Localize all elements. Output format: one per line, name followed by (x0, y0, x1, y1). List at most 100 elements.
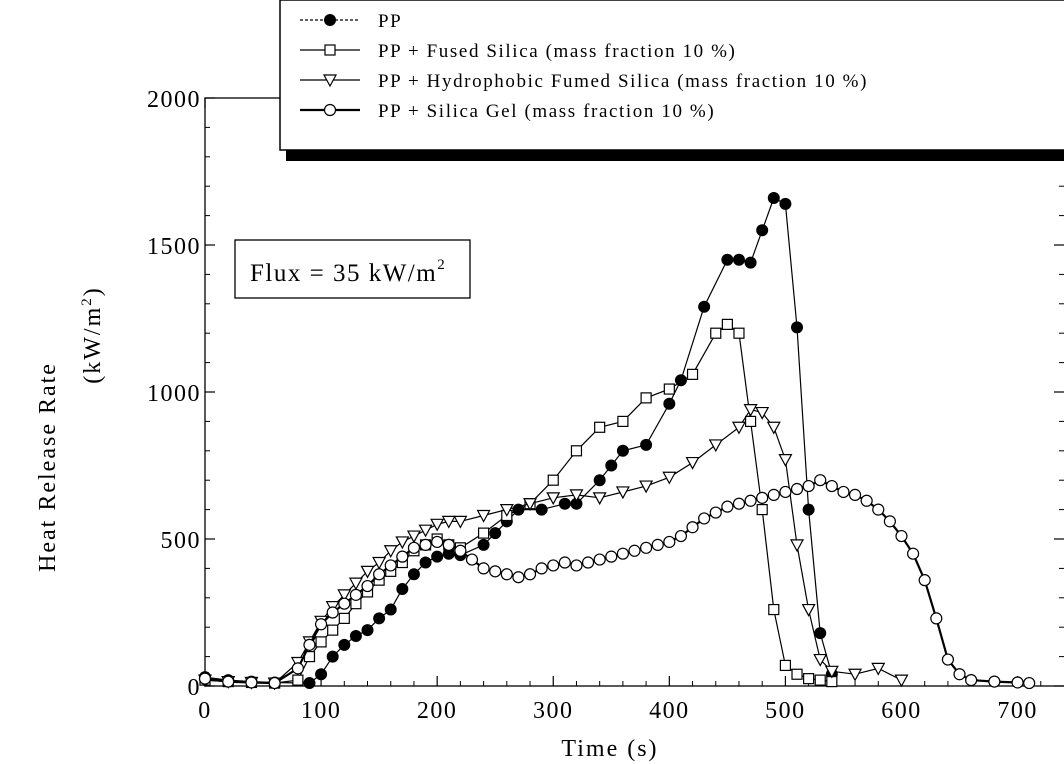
data-point (477, 527, 490, 539)
data-point (617, 415, 629, 427)
data-point (453, 515, 468, 529)
data-point (373, 612, 386, 625)
series-line (204, 323, 832, 684)
data-point (383, 545, 398, 559)
svg-text:Flux = 35 kW/m2: Flux = 35 kW/m2 (250, 257, 446, 287)
data-point (744, 256, 757, 269)
data-point (710, 327, 722, 339)
data-point (372, 556, 387, 570)
data-point (406, 530, 421, 544)
data-point (768, 603, 780, 616)
data-point (848, 488, 862, 501)
data-point (743, 404, 758, 417)
data-point (442, 547, 455, 560)
data-point (616, 547, 629, 560)
series-layer (197, 191, 1036, 691)
data-point (1011, 676, 1024, 689)
legend-label: PP + Hydrophobic Fumed Silica (mass frac… (378, 71, 868, 92)
data-point (605, 459, 618, 472)
y-tick-label: 1500 (147, 234, 201, 260)
data-point (918, 574, 931, 587)
x-tick-label: 300 (533, 698, 574, 724)
data-point (489, 527, 502, 540)
series-4 (198, 474, 1036, 690)
data-point (581, 556, 595, 569)
data-point (640, 392, 652, 404)
data-point (327, 624, 339, 636)
data-point (500, 568, 513, 581)
data-point (744, 415, 757, 427)
data-point (663, 383, 675, 395)
data-point (663, 397, 676, 410)
data-point (324, 44, 336, 56)
data-point (315, 636, 327, 648)
data-point (698, 300, 711, 313)
data-point (292, 674, 304, 686)
data-point (476, 509, 491, 523)
data-point (558, 556, 571, 569)
data-point (324, 14, 336, 26)
x-tick-label: 200 (417, 698, 458, 724)
y-axis-label-line1: Heat Release Rate (35, 362, 61, 572)
data-point (686, 521, 699, 534)
data-point (315, 668, 328, 681)
data-point (953, 668, 966, 681)
legend-label: PP + Fused Silica (mass fraction 10 %) (378, 41, 736, 62)
data-point (965, 674, 978, 687)
data-point (930, 612, 943, 625)
data-point (407, 568, 420, 581)
data-point (569, 489, 584, 503)
data-point (803, 673, 815, 685)
data-point (477, 538, 490, 551)
y-tick-label: 1000 (147, 381, 201, 407)
data-point (454, 544, 467, 557)
data-point (477, 562, 490, 575)
legend-item: PP + Silica Gel (mass fraction 10 %) (300, 101, 714, 122)
data-point (268, 676, 281, 690)
data-point (860, 494, 873, 507)
data-point (988, 675, 1001, 688)
data-point (766, 421, 781, 435)
data-point (640, 438, 653, 451)
data-point (895, 529, 908, 543)
x-tick-label: 0 (198, 698, 212, 724)
data-point (825, 479, 838, 493)
data-point (651, 538, 664, 551)
data-point (628, 544, 641, 557)
data-point (941, 653, 955, 666)
data-point (361, 579, 374, 593)
y-tick-label: 0 (188, 675, 202, 701)
data-point (721, 500, 734, 513)
data-point (338, 612, 350, 624)
data-point (872, 503, 885, 516)
data-point (245, 676, 258, 689)
data-point (512, 571, 525, 584)
data-point (639, 480, 654, 494)
data-point (442, 538, 455, 551)
data-point (616, 444, 629, 457)
data-point (431, 535, 444, 549)
data-point (756, 491, 769, 504)
data-point (407, 541, 421, 554)
plot-frame (204, 97, 1064, 687)
data-point (338, 597, 351, 610)
data-point (662, 471, 677, 485)
data-point (674, 529, 688, 543)
data-point (441, 515, 456, 529)
data-point (802, 479, 815, 493)
data-point (640, 541, 653, 554)
data-point (814, 627, 827, 640)
data-point (418, 524, 433, 538)
data-point (489, 565, 502, 578)
data-point (871, 662, 886, 676)
data-point (523, 498, 538, 511)
data-point (698, 512, 711, 525)
data-point (535, 562, 548, 575)
data-point (348, 577, 363, 591)
data-point (222, 675, 235, 688)
plot-axes: 0 100 200 300 400 500 600 700 0 500 1000 1500 2000 (147, 87, 1064, 724)
y-tick-label: 500 (161, 528, 202, 554)
data-point (721, 253, 734, 266)
y-axis-label-line2: (kW/m2) (79, 286, 106, 383)
data-point (814, 674, 826, 686)
